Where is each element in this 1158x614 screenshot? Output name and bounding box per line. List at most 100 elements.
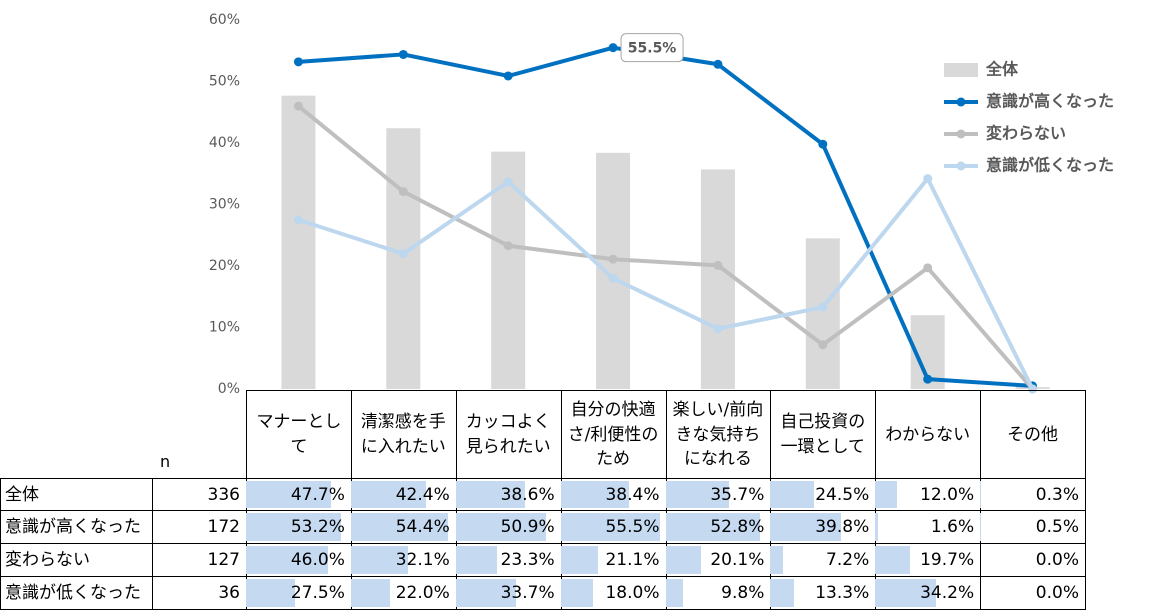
data-bar [455, 546, 498, 574]
category-header: 自分の快適さ/利便性のため [560, 390, 667, 479]
value-label: 32.1% [395, 550, 450, 570]
value-label: 34.2% [920, 583, 975, 603]
value-label: 7.2% [826, 550, 870, 570]
data-bar [665, 579, 683, 607]
value-label: 20.1% [710, 550, 765, 570]
marker [608, 43, 618, 53]
data-bar [560, 546, 599, 574]
marker [608, 254, 618, 264]
value-label: 0.0% [1035, 583, 1079, 603]
marker [1028, 384, 1038, 394]
table-cell: 27.5% [246, 577, 352, 610]
category-header: 楽しい/前向きな気持ちになれる [665, 390, 772, 479]
value-label: 19.7% [920, 550, 975, 570]
legend-marker [956, 129, 966, 139]
table-cell: 0.0% [980, 544, 1086, 577]
data-bar [980, 481, 981, 508]
table-cell: 32.1% [350, 544, 457, 577]
table-cell: 19.7% [875, 544, 982, 577]
marker [923, 374, 933, 384]
marker [713, 260, 723, 270]
table-cell: 12.0% [875, 478, 982, 511]
marker [293, 215, 303, 225]
value-label: 23.3% [500, 550, 555, 570]
data-bar [350, 481, 427, 508]
table-cell: 9.8% [665, 577, 772, 610]
legend-label: 変わらない [986, 124, 1066, 143]
table-cell: 52.8% [665, 511, 772, 544]
data-bar [875, 546, 911, 574]
bar [805, 238, 840, 389]
legend-marker [956, 97, 966, 107]
table-cell: 38.4% [560, 478, 667, 511]
marker [293, 57, 303, 67]
marker [503, 71, 513, 81]
table-cell: 33.7% [455, 577, 562, 610]
table-cell: 55.5% [560, 511, 667, 544]
marker [293, 101, 303, 111]
category-header: その他 [980, 390, 1086, 479]
value-label: 53.2% [290, 517, 345, 537]
value-label: 9.8% [721, 583, 765, 603]
line [297, 176, 1035, 390]
table-cell: 46.0% [246, 544, 352, 577]
legend-label: 意識が高くなった [986, 92, 1114, 111]
value-label: 47.7% [290, 485, 345, 505]
table-cell: 39.8% [770, 511, 877, 544]
data-bar [770, 546, 784, 574]
category-header: 清潔感を手に入れたい [350, 390, 457, 479]
value-label: 35.7% [710, 485, 765, 505]
n-header: n [160, 452, 171, 471]
table-cell: 18.0% [560, 577, 667, 610]
marker [818, 340, 828, 350]
table-cell: 50.9% [455, 511, 562, 544]
value-label: 0.3% [1035, 485, 1079, 505]
table-cell: 38.6% [455, 478, 562, 511]
bar [281, 95, 316, 390]
marker [398, 187, 408, 197]
row-label: 意識が低くなった [0, 577, 153, 610]
data-bar [770, 513, 842, 541]
data-bar [560, 481, 630, 508]
table-cell: 20.1% [665, 544, 772, 577]
value-label: 0.5% [1035, 517, 1079, 537]
data-bar [875, 481, 897, 508]
sample-size: 127 [152, 544, 247, 577]
marker [818, 139, 828, 149]
table-cell: 42.4% [350, 478, 457, 511]
sample-size: 336 [152, 478, 247, 511]
bar [386, 128, 421, 390]
data-bar [560, 579, 593, 607]
data-bar [350, 513, 448, 541]
y-tick-label: 60% [209, 12, 240, 28]
marker [608, 273, 618, 283]
data-bar [875, 579, 937, 607]
category-header: カッコよく見られたい [455, 390, 562, 479]
table-cell: 23.3% [455, 544, 562, 577]
table-cell: 7.2% [770, 544, 877, 577]
table-cell: 1.6% [875, 511, 982, 544]
value-label: 27.5% [290, 583, 345, 603]
row-label: 変わらない [0, 544, 153, 577]
legend-label: 意識が低くなった [986, 156, 1114, 175]
callout-label: 55.5% [628, 41, 677, 57]
y-tick-label: 40% [209, 135, 240, 151]
value-label: 46.0% [290, 550, 345, 570]
data-bar [350, 579, 391, 607]
value-label: 12.0% [920, 485, 975, 505]
y-tick-label: 50% [209, 74, 240, 90]
value-label: 21.1% [605, 550, 660, 570]
data-bar [665, 546, 702, 574]
y-tick-label: 20% [209, 258, 240, 274]
value-label: 18.0% [605, 583, 660, 603]
data-bar [770, 579, 795, 607]
table-cell: 0.0% [980, 577, 1086, 610]
marker [503, 241, 513, 251]
data-bar [455, 481, 525, 508]
row-label: 全体 [0, 478, 153, 511]
table-cell: 35.7% [665, 478, 772, 511]
table-cell: 34.2% [875, 577, 982, 610]
value-label: 13.3% [815, 583, 870, 603]
callout-box [620, 33, 684, 63]
